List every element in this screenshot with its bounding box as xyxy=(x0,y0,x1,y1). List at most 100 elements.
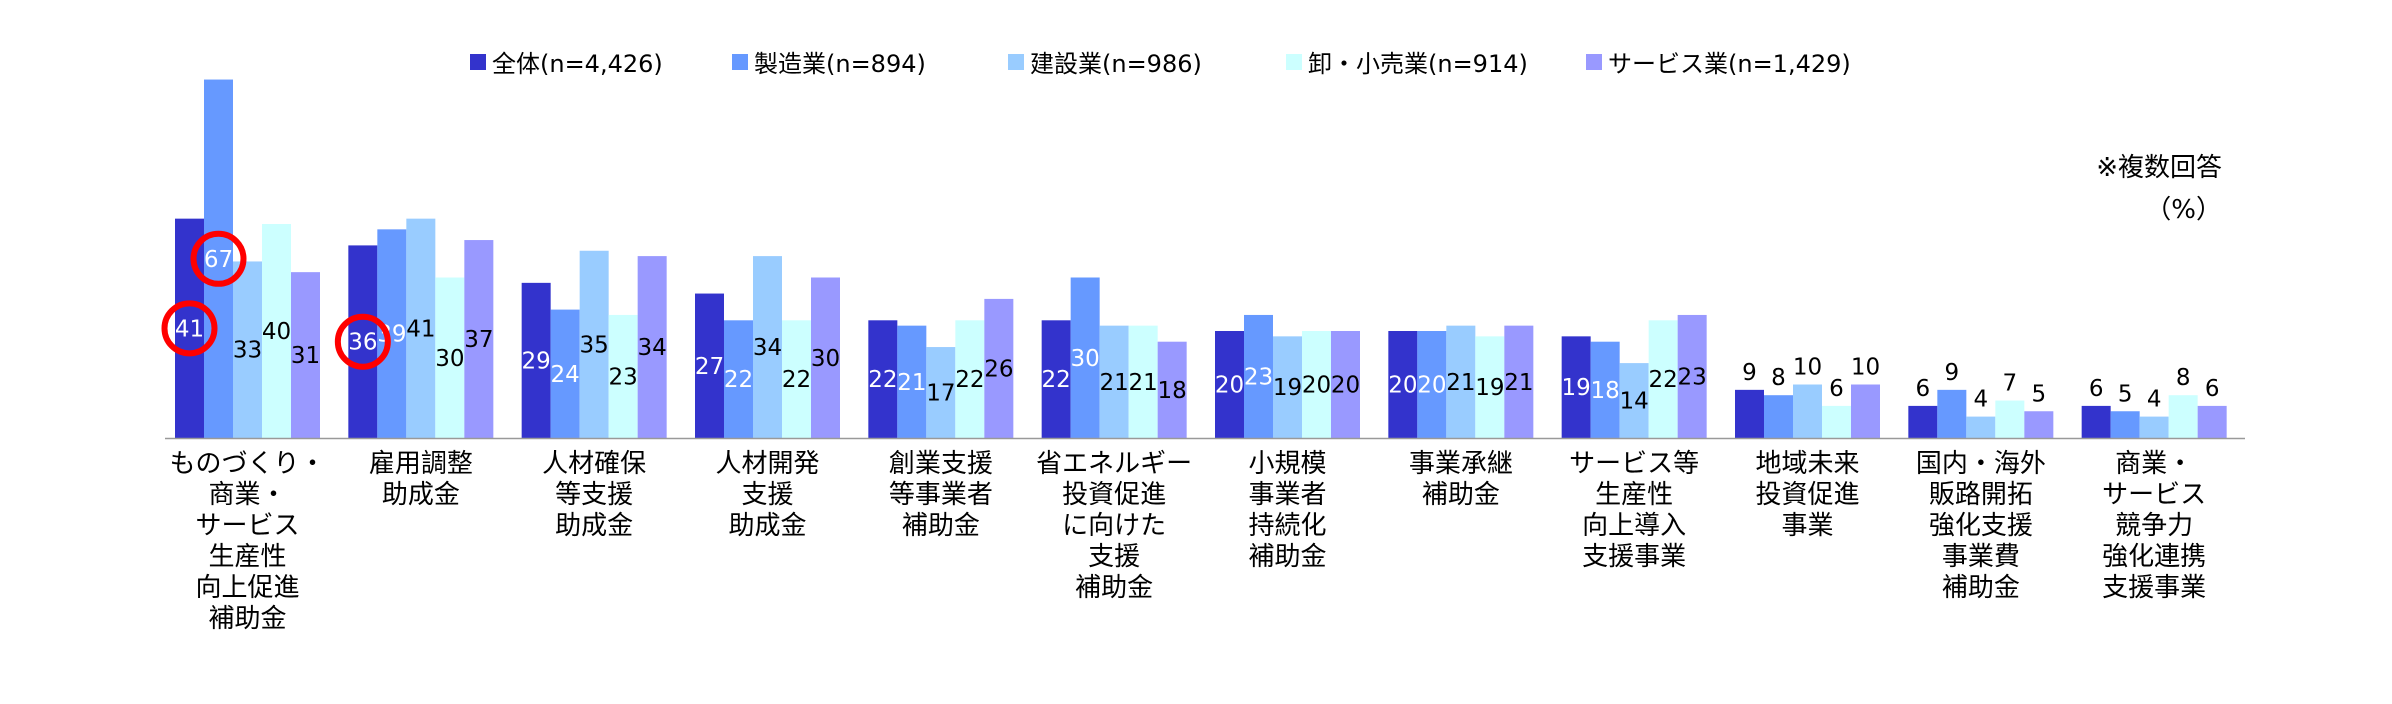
bar-0-3 xyxy=(695,293,724,438)
data-label-4-11: 6 xyxy=(2205,376,2220,402)
data-label-3-2: 23 xyxy=(609,364,638,390)
bar-1-3 xyxy=(724,320,753,438)
data-label-4-3: 30 xyxy=(811,346,840,372)
category-label-1-0: 雇用調整 xyxy=(369,449,473,479)
bar-2-9 xyxy=(1793,384,1822,438)
bar-2-3 xyxy=(753,256,782,438)
category-label-11-0: 商業・ xyxy=(2115,449,2193,479)
bar-2-4 xyxy=(926,347,956,438)
bar-3-11 xyxy=(2168,395,2198,438)
data-label-1-9: 8 xyxy=(1771,365,1786,391)
legend-label-1: 製造業(n=894) xyxy=(754,50,926,78)
data-label-1-11: 5 xyxy=(2118,381,2133,407)
bar-2-6 xyxy=(1273,336,1302,438)
bar-0-11 xyxy=(2081,405,2111,438)
bar-3-4 xyxy=(955,320,985,438)
category-label-0-4: 向上促進 xyxy=(195,573,299,603)
data-label-2-7: 21 xyxy=(1446,370,1475,396)
category-label-0-1: 商業・ xyxy=(208,480,286,510)
data-label-0-5: 22 xyxy=(1042,367,1071,393)
bar-0-8 xyxy=(1561,336,1591,438)
bar-2-10 xyxy=(1966,416,1996,438)
bar-3-9 xyxy=(1822,405,1851,438)
bar-2-11 xyxy=(2139,416,2169,438)
category-label-3-0: 人材開発 xyxy=(715,449,819,479)
bar-0-7 xyxy=(1388,331,1418,438)
data-label-0-10: 6 xyxy=(1916,376,1931,402)
category-label-0-0: ものづくり・ xyxy=(169,449,325,479)
category-label-5-1: 投資促進 xyxy=(1062,480,1166,510)
bar-1-8 xyxy=(1590,341,1620,438)
data-label-2-8: 14 xyxy=(1620,389,1649,415)
data-label-1-4: 21 xyxy=(897,370,926,396)
bar-3-7 xyxy=(1475,336,1505,438)
bar-4-6 xyxy=(1331,331,1360,438)
data-label-0-7: 20 xyxy=(1388,373,1417,399)
bar-0-4 xyxy=(868,320,898,438)
category-label-10-2: 強化支援 xyxy=(1929,511,2033,541)
bar-2-8 xyxy=(1619,363,1649,438)
data-label-1-0: 67 xyxy=(204,247,233,273)
category-label-3-2: 助成金 xyxy=(728,511,806,541)
bar-4-1 xyxy=(464,240,494,438)
data-label-3-8: 22 xyxy=(1649,367,1678,393)
highlight-circle-0 xyxy=(161,300,218,357)
legend-label-4: サービス業(n=1,429) xyxy=(1608,50,1851,78)
bar-2-5 xyxy=(1099,325,1129,438)
data-label-1-3: 22 xyxy=(724,367,753,393)
category-label-11-4: 支援事業 xyxy=(2102,573,2206,603)
data-label-2-5: 21 xyxy=(1100,370,1129,396)
category-label-10-0: 国内・海外 xyxy=(1916,449,2046,479)
category-label-7-0: 事業承継 xyxy=(1409,449,1513,479)
legend-swatch-2 xyxy=(1008,54,1024,70)
data-label-0-1: 36 xyxy=(348,330,377,356)
bar-1-6 xyxy=(1244,314,1273,438)
category-label-6-1: 事業者 xyxy=(1248,480,1326,510)
data-label-0-4: 22 xyxy=(868,367,897,393)
category-label-9-2: 事業 xyxy=(1781,511,1833,541)
data-label-0-2: 29 xyxy=(522,348,551,374)
data-label-4-0: 31 xyxy=(291,343,320,369)
category-label-9-0: 地域未来 xyxy=(1755,449,1859,479)
legend-swatch-4 xyxy=(1586,54,1602,70)
bar-0-6 xyxy=(1215,331,1244,438)
bar-1-7 xyxy=(1417,331,1447,438)
category-label-6-3: 補助金 xyxy=(1248,542,1326,572)
data-label-2-1: 41 xyxy=(406,316,435,342)
data-label-1-6: 23 xyxy=(1244,364,1273,390)
bar-2-2 xyxy=(579,250,609,438)
bar-1-9 xyxy=(1764,395,1793,438)
bar-3-8 xyxy=(1648,320,1678,438)
legend-label-2: 建設業(n=986) xyxy=(1030,50,1202,78)
data-label-0-0: 41 xyxy=(175,316,204,342)
data-label-0-6: 20 xyxy=(1215,373,1244,399)
bar-2-1 xyxy=(406,218,436,438)
bar-0-5 xyxy=(1041,320,1071,438)
bar-3-5 xyxy=(1128,325,1158,438)
bar-3-1 xyxy=(435,277,465,438)
legend-swatch-0 xyxy=(470,54,486,70)
category-label-8-0: サービス等 xyxy=(1569,449,1699,479)
legend-label-0: 全体(n=4,426) xyxy=(492,50,663,78)
category-label-3-1: 支援 xyxy=(741,480,793,510)
data-label-3-6: 20 xyxy=(1302,373,1331,399)
category-label-0-3: 生産性 xyxy=(208,542,286,572)
bar-4-7 xyxy=(1504,325,1534,438)
data-label-2-9: 10 xyxy=(1793,355,1822,381)
data-label-2-2: 35 xyxy=(580,332,609,358)
category-label-10-4: 補助金 xyxy=(1942,573,2020,603)
category-label-4-1: 等事業者 xyxy=(889,480,993,510)
bar-4-5 xyxy=(1157,341,1187,438)
category-label-11-1: サービス xyxy=(2102,480,2206,510)
bar-1-5 xyxy=(1070,277,1100,438)
data-label-4-7: 21 xyxy=(1504,370,1533,396)
data-label-0-9: 9 xyxy=(1742,360,1757,386)
category-label-10-1: 販路開拓 xyxy=(1929,480,2033,510)
data-label-4-9: 10 xyxy=(1851,355,1880,381)
category-label-5-4: 補助金 xyxy=(1075,573,1153,603)
category-label-8-2: 向上導入 xyxy=(1582,511,1686,541)
category-label-2-2: 助成金 xyxy=(555,511,633,541)
category-label-7-1: 補助金 xyxy=(1422,480,1500,510)
category-label-6-2: 持続化 xyxy=(1248,511,1326,541)
